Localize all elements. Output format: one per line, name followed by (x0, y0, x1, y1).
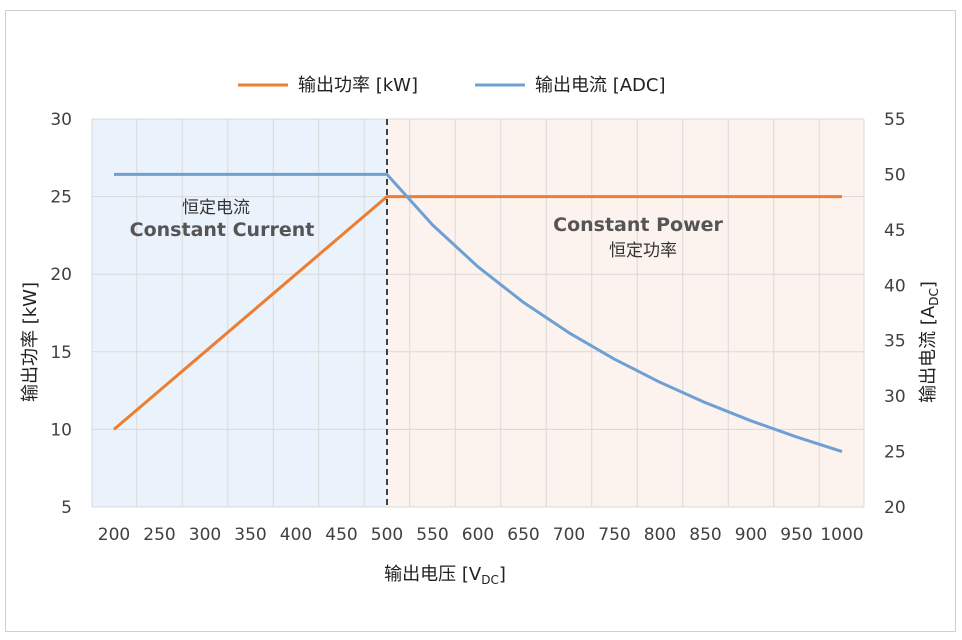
y-right-axis-title-main: 输出电流 [A (918, 305, 939, 403)
y-right-tick-label: 35 (884, 332, 906, 352)
x-tick-label: 850 (689, 525, 721, 545)
y-right-axis-title-sub: DC (927, 288, 941, 306)
region-constant-current (92, 119, 387, 507)
series-line-current (114, 172, 843, 454)
legend-label-power: 输出功率 [kW] (298, 75, 418, 96)
y-right-tick-label: 25 (884, 443, 906, 463)
y-right-tick-label: 20 (884, 498, 906, 518)
series-group (113, 172, 843, 454)
y-left-tick-label: 20 (50, 265, 72, 285)
region-label-cc-en: Constant Current (130, 219, 315, 241)
x-axis-title-end: ] (499, 564, 506, 585)
y-right-tick-label: 40 (884, 276, 906, 296)
region-label-cp-en: Constant Power (553, 214, 723, 236)
y-right-axis-title-end: ] (918, 281, 939, 288)
region-constant-power (387, 119, 864, 507)
region-label-cp-cn: 恒定功率 (609, 241, 677, 261)
x-tick-label: 1000 (820, 525, 863, 545)
y-left-axis-title: 输出功率 [kW] (20, 282, 41, 402)
tick-labels: 200 250 300 350 400 450 500 550 600 650 700 750 800 8… (50, 110, 905, 545)
y-right-tick-label: 45 (884, 221, 906, 241)
x-tick-label: 500 (371, 525, 403, 545)
y-right-tick-label: 30 (884, 387, 906, 407)
x-tick-label: 200 (98, 525, 130, 545)
x-tick-label: 650 (507, 525, 539, 545)
x-tick-label: 700 (553, 525, 585, 545)
x-tick-label: 800 (644, 525, 676, 545)
series-line-power (113, 195, 842, 431)
legend: 输出功率 [kW] 输出电流 [ADC] (238, 75, 666, 96)
y-left-tick-label: 5 (61, 498, 72, 518)
y-left-tick-label: 30 (50, 110, 72, 130)
region-labels: 恒定电流 Constant Current Constant Power 恒定功… (130, 198, 724, 261)
x-tick-label: 550 (416, 525, 448, 545)
y-left-tick-label: 25 (50, 188, 72, 208)
x-tick-label: 400 (280, 525, 312, 545)
x-axis-title-main: 输出电压 [V (384, 564, 482, 585)
y-right-tick-label: 50 (884, 165, 906, 185)
x-tick-label: 250 (143, 525, 175, 545)
x-tick-label: 350 (234, 525, 266, 545)
y-left-tick-label: 15 (50, 343, 72, 363)
region-backgrounds (92, 119, 864, 507)
y-left-tick-label: 10 (50, 420, 72, 440)
legend-label-current: 输出电流 [ADC] (535, 75, 666, 96)
y-right-tick-label: 55 (884, 110, 906, 130)
x-tick-label: 950 (780, 525, 812, 545)
x-tick-label: 750 (598, 525, 630, 545)
x-axis-title-sub: DC (481, 573, 499, 587)
x-tick-label: 300 (189, 525, 221, 545)
x-tick-label: 900 (735, 525, 767, 545)
y-right-axis-title: 输出电流 [ADC] (918, 281, 941, 403)
x-tick-label: 600 (462, 525, 494, 545)
x-tick-label: 450 (325, 525, 357, 545)
x-axis-title: 输出电压 [VDC] (384, 564, 506, 587)
grid-lines (91, 118, 865, 508)
region-label-cc-cn: 恒定电流 (182, 198, 250, 218)
